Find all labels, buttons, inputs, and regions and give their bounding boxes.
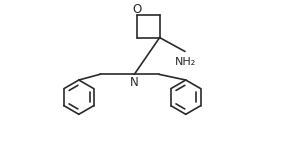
Text: O: O [132,2,141,15]
Text: NH₂: NH₂ [175,57,196,67]
Text: N: N [130,76,139,89]
